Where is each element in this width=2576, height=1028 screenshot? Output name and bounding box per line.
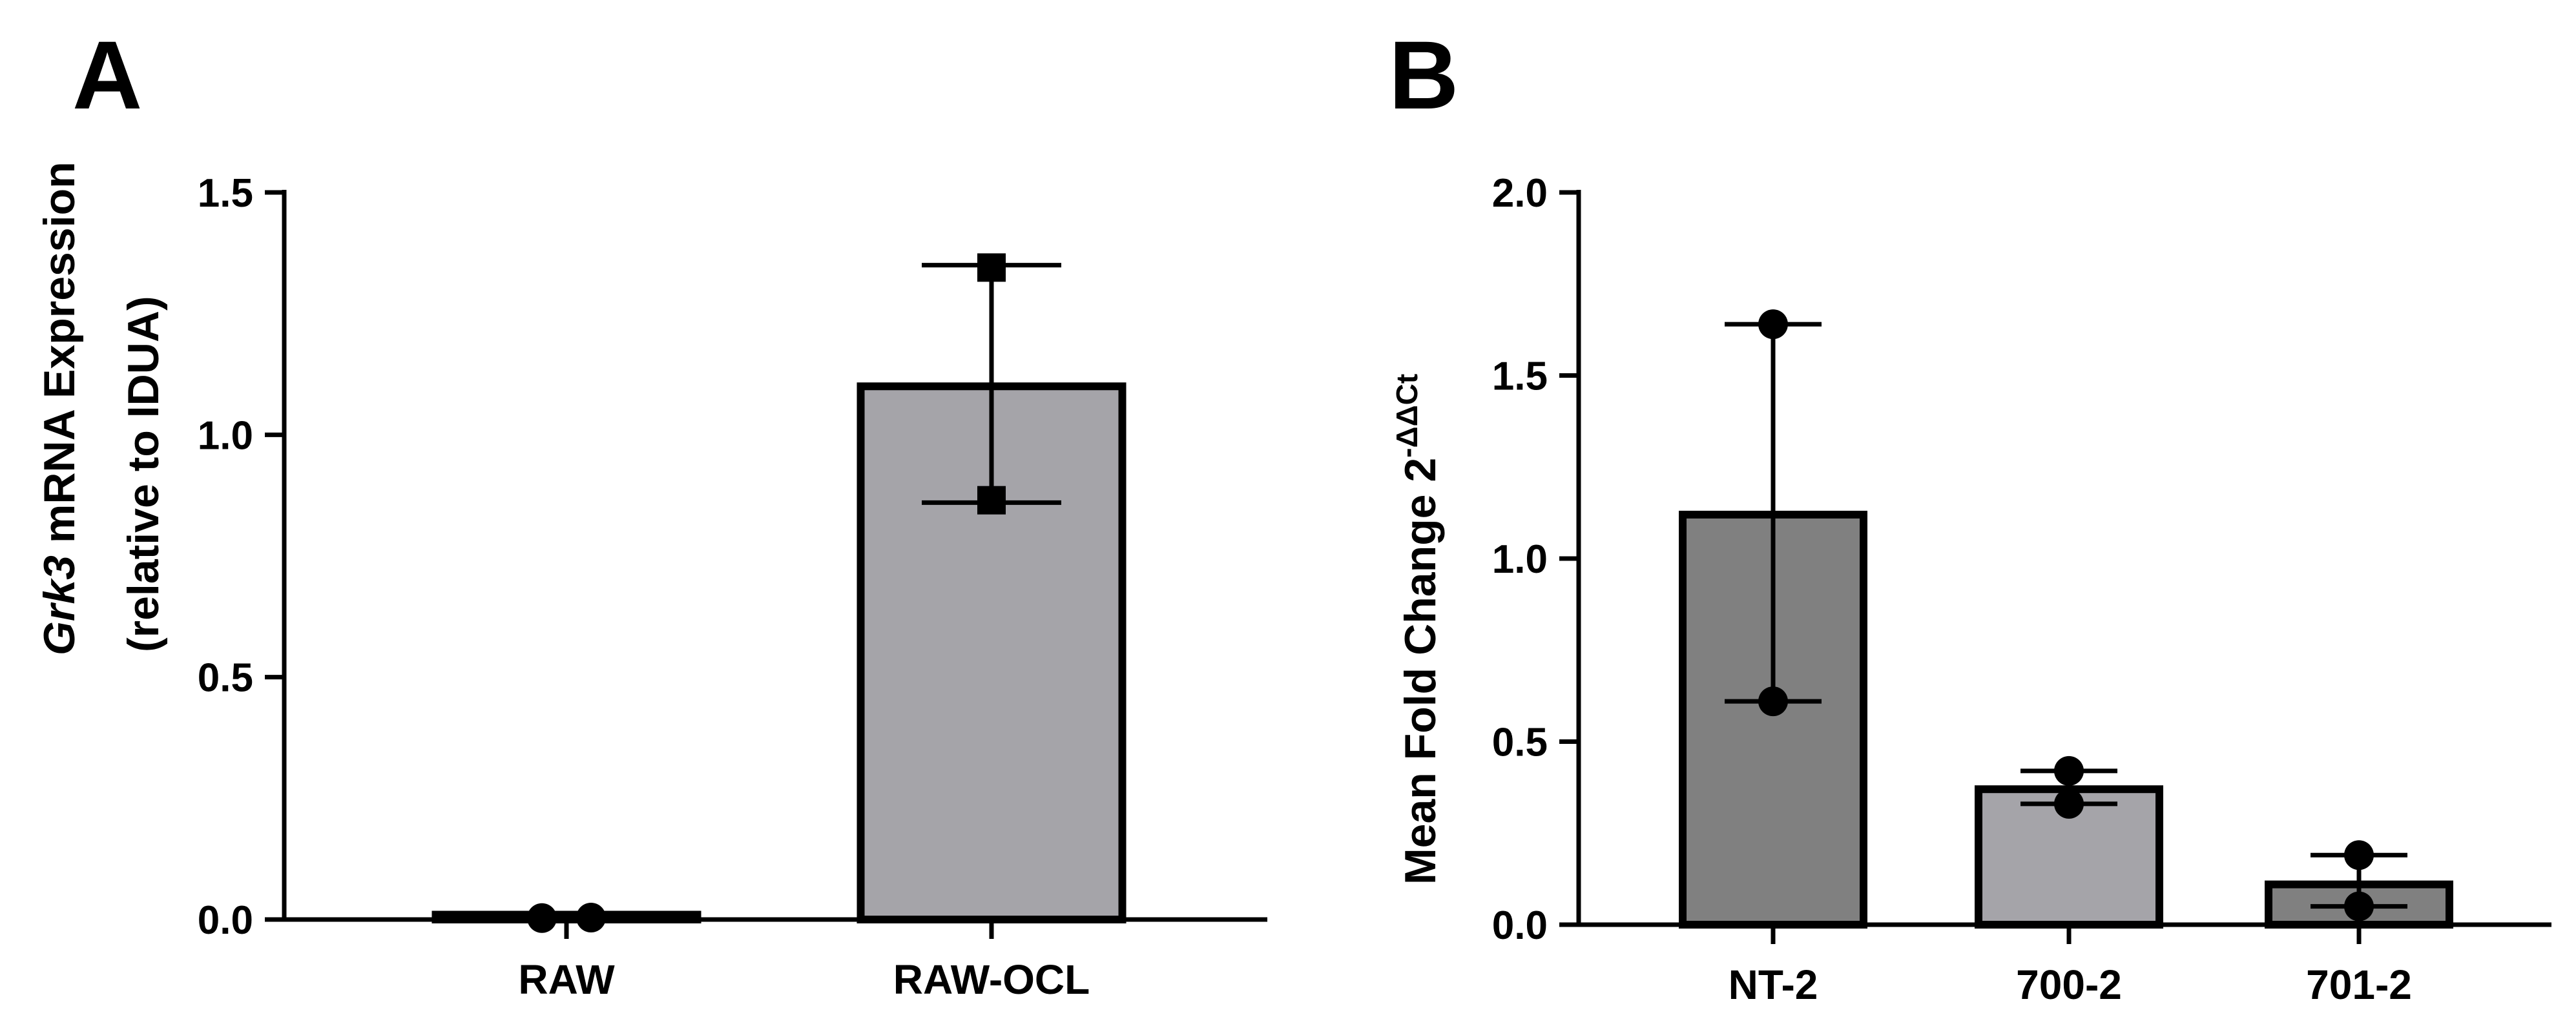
panel-b-y-tick-label-2: 1.0 <box>1492 537 1548 582</box>
panel-b-point-2-1 <box>2344 891 2374 921</box>
panel-a-bar-raw-ocl <box>857 382 1127 923</box>
panel-b-y-axis-title: Mean Fold Change 2-ΔΔCt <box>1390 374 1445 885</box>
panel-a-letter: A <box>72 21 142 129</box>
panel-b-point-0-1 <box>1758 686 1788 717</box>
panel-a-y-axis-title-rest: mRNA Expression <box>35 161 84 555</box>
panel-a-y-axis-title-line2: (relative to IDUA) <box>119 296 168 652</box>
panel-b-y-tick-label-4: 2.0 <box>1492 171 1548 216</box>
panel-b-plot: 0.0 0.5 1.0 1.5 2.0 NT-2 700-2 701-2 <box>1492 171 2551 1008</box>
panel-b-point-1-1 <box>2054 788 2084 819</box>
panel-b-y-axis-title-main: Mean Fold Change 2 <box>1396 458 1445 885</box>
panel-b-y-tick-label-0: 0.0 <box>1492 903 1548 948</box>
panel-a-y-axis-title-italic: Grk3 <box>35 555 84 655</box>
panel-b-x-label-nt-2: NT-2 <box>1729 961 1818 1008</box>
panel-a-point-1-0 <box>977 253 1006 282</box>
panel-a-plot: 0.0 0.5 1.0 1.5 RAW RAW-OCL <box>198 171 1267 1003</box>
panel-a-x-label-raw-ocl: RAW-OCL <box>893 956 1090 1003</box>
panel-b-y-tick-label-1: 0.5 <box>1492 721 1548 765</box>
panel-b-point-1-0 <box>2054 756 2084 786</box>
panel-a-y-tick-label-2: 1.0 <box>198 413 253 458</box>
panel-a-y-tick-label-3: 1.5 <box>198 171 253 216</box>
panel-a-y-tick-label-0: 0.0 <box>198 898 253 943</box>
panel-b-y-axis-title-superscript: -ΔΔCt <box>1390 374 1424 458</box>
panel-b-y-tick-label-3: 1.5 <box>1492 355 1548 399</box>
panel-b: B Mean Fold Change 2-ΔΔCt 0.0 0.5 1.0 1.5 2.… <box>1389 21 2551 1008</box>
panel-a-point-1-1 <box>977 486 1006 515</box>
panel-b-x-label-701-2: 701-2 <box>2306 961 2412 1008</box>
panel-a-y-tick-label-1: 0.5 <box>198 656 253 701</box>
panel-a-x-label-raw: RAW <box>518 956 615 1003</box>
panel-b-point-0-0 <box>1758 309 1788 340</box>
panel-a: A Grk3 mRNA Expression (relative to IDUA… <box>35 21 1267 1003</box>
panel-a-y-axis-title-line1: Grk3 mRNA Expression <box>35 161 84 655</box>
panel-b-letter: B <box>1389 21 1459 129</box>
panel-b-x-label-700-2: 700-2 <box>2016 961 2122 1008</box>
panel-b-point-2-0 <box>2344 840 2374 870</box>
